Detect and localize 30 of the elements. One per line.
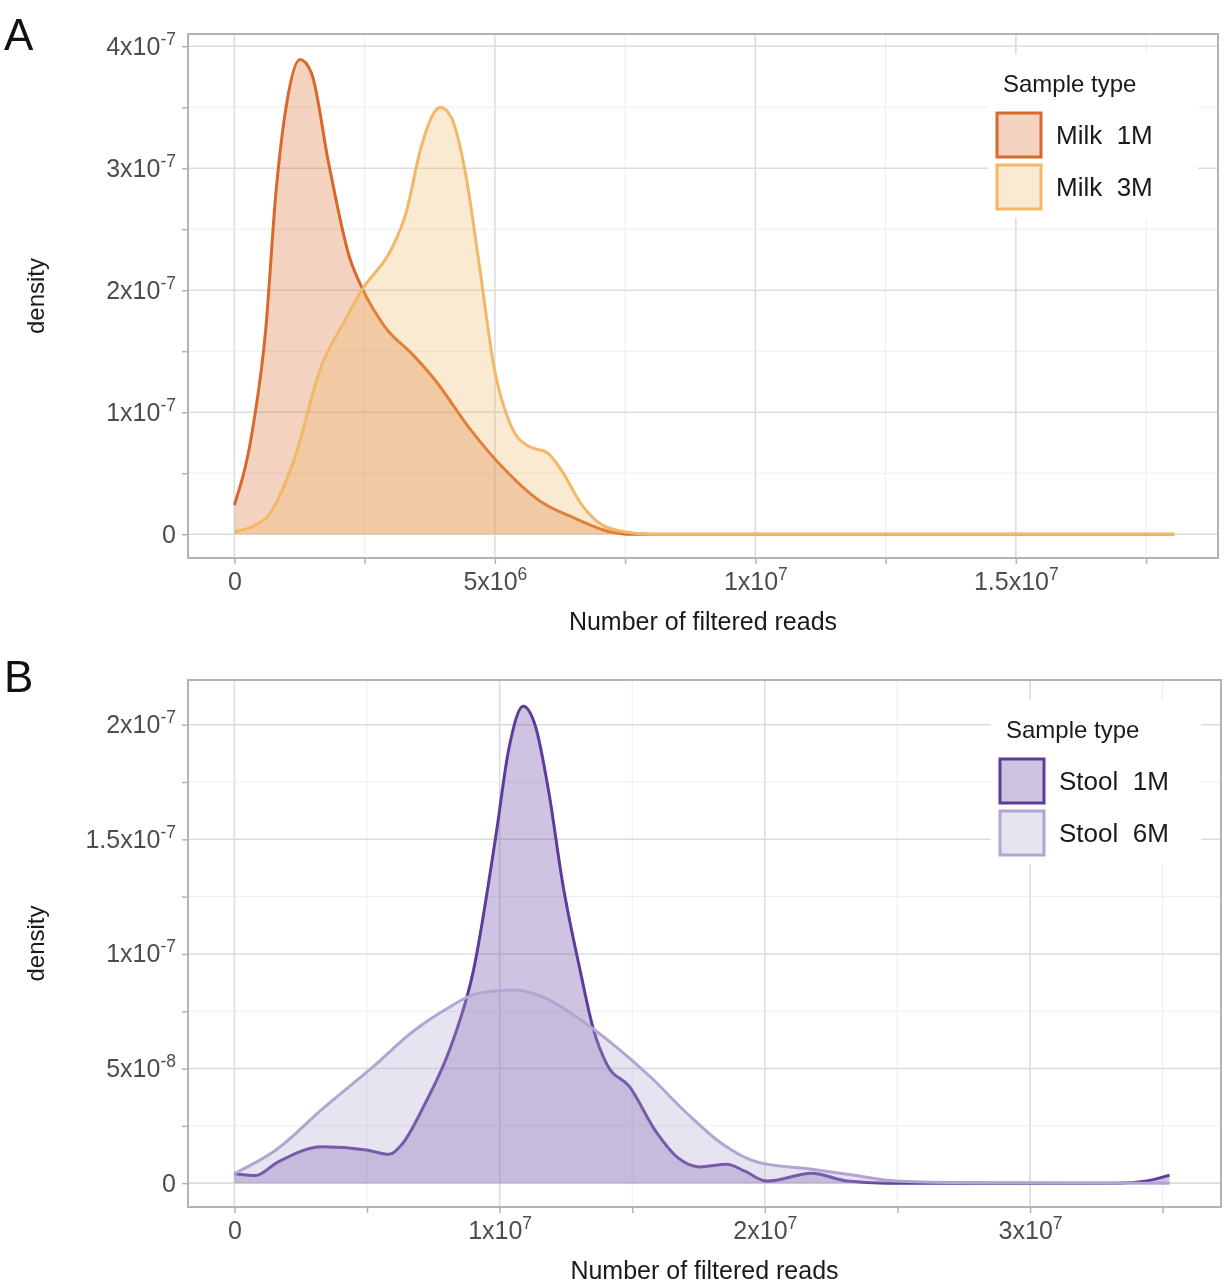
x-axis-title: Number of filtered reads (570, 1256, 839, 1284)
x-tick-label: 0 (227, 566, 242, 595)
y-axis-title: density (22, 905, 49, 982)
x-tick-label: 3x10$^{7}$ (998, 1212, 1063, 1244)
x-tick-label: 1x10$^{7}$ (468, 1212, 533, 1244)
x-tick-label: 1x10$^{7}$ (723, 563, 788, 595)
legend-label: Stool 1M (1059, 766, 1169, 796)
x-tick-label: 5x10$^{6}$ (463, 563, 528, 595)
y-tick-label: 5x10$^{-8}$ (106, 1051, 176, 1083)
y-tick-label: 3x10$^{-7}$ (106, 150, 176, 182)
y-tick-label: 4x10$^{-7}$ (106, 28, 176, 60)
y-tick-label: 2x10$^{-7}$ (106, 272, 176, 304)
text: B (4, 652, 34, 701)
y-tick-label: 1x10$^{-7}$ (106, 936, 176, 968)
y-tick-label: 0 (162, 519, 176, 548)
x-axis-title: Number of filtered reads (568, 607, 838, 635)
legend-label: Milk 3M (1056, 172, 1153, 202)
text: A (4, 10, 34, 59)
x-tick-label: 0 (227, 1215, 242, 1244)
x-tick-label: 2x10$^{7}$ (733, 1212, 798, 1244)
y-tick-label: 1x10$^{-7}$ (106, 394, 176, 426)
y-tick-label: 2x10$^{-7}$ (106, 707, 176, 739)
x-tick-label: 1.5x10$^{7}$ (973, 563, 1059, 595)
legend-label: Stool 6M (1059, 818, 1169, 848)
legend-title: Sample type (1006, 716, 1140, 743)
y-tick-label: 0 (162, 1168, 176, 1197)
legend-label: Milk 1M (1056, 120, 1153, 150)
y-tick-label: 1.5x10$^{-7}$ (85, 821, 176, 853)
y-axis-title: density (22, 257, 49, 335)
legend-title: Sample type (1003, 70, 1137, 97)
